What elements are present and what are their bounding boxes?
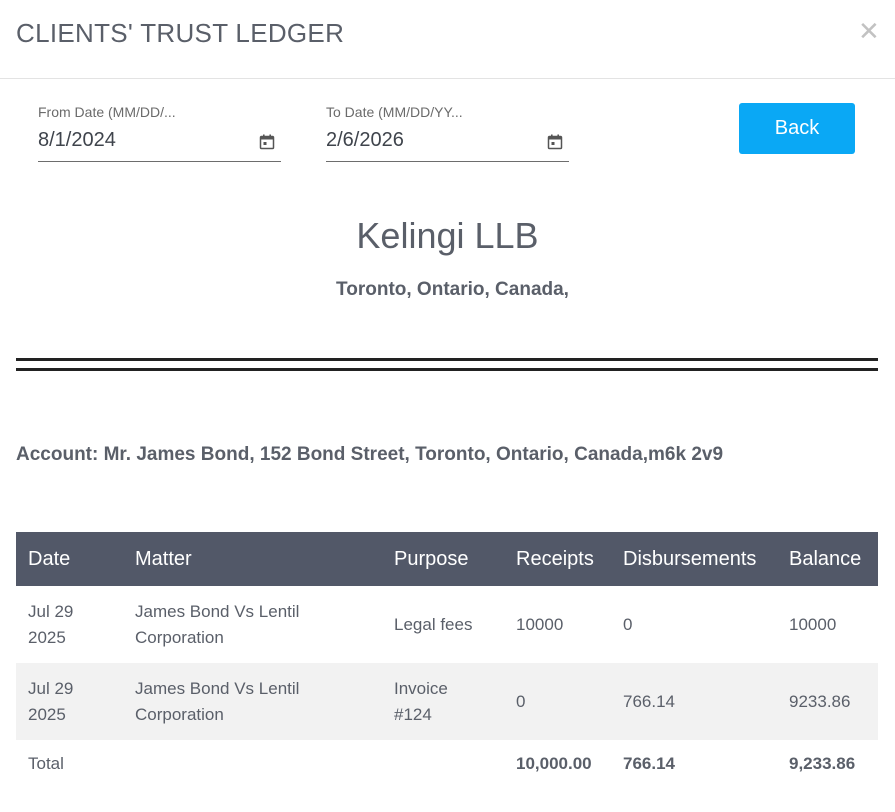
cell-balance: 9233.86	[789, 691, 851, 711]
table-row: Jul 29 2025 James Bond Vs Lentil Corpora…	[16, 663, 878, 740]
total-disbursements: 766.14	[623, 754, 675, 773]
cell-matter-line: Corporation	[135, 704, 224, 724]
column-header-disbursements[interactable]: Disbursements	[623, 547, 757, 570]
cell-matter: James Bond Vs Lentil Corporation	[123, 586, 382, 663]
cell-empty	[382, 740, 504, 788]
from-date-field[interactable]: From Date (MM/DD/... 8/1/2024	[38, 100, 281, 162]
calendar-icon[interactable]	[547, 134, 563, 150]
total-balance: 9,233.86	[789, 754, 856, 773]
account-line: Account: Mr. James Bond, 152 Bond Street…	[16, 444, 724, 465]
from-date-input[interactable]: 8/1/2024	[38, 129, 116, 151]
cell-date: Jul 29 2025	[16, 586, 123, 663]
dialog-header: CLIENTS' TRUST LEDGER ✕	[0, 0, 895, 79]
cell-purpose-line: Invoice	[394, 678, 448, 698]
ledger-table: Date Matter Purpose Receipts Disbursemen…	[16, 532, 878, 788]
firm-name: Kelingi LLB	[356, 215, 539, 256]
firm-address: Toronto, Ontario, Canada,	[336, 279, 569, 300]
back-button[interactable]: Back	[739, 103, 855, 154]
to-date-field[interactable]: To Date (MM/DD/YY... 2/6/2026	[326, 100, 569, 162]
cell-matter-line: Corporation	[135, 627, 224, 647]
total-receipts: 10,000.00	[516, 754, 592, 773]
cell-purpose: Legal fees	[382, 586, 504, 663]
cell-matter: James Bond Vs Lentil Corporation	[123, 663, 382, 740]
divider	[16, 358, 878, 361]
cell-empty	[123, 740, 382, 788]
cell-date: Jul 29 2025	[16, 663, 123, 740]
close-icon[interactable]: ✕	[858, 16, 880, 46]
column-header-date[interactable]: Date	[28, 547, 71, 570]
dialog-title: CLIENTS' TRUST LEDGER	[16, 18, 345, 48]
column-header-balance[interactable]: Balance	[789, 547, 862, 570]
cell-matter-line: James Bond Vs Lentil	[135, 678, 300, 698]
cell-balance: 10000	[789, 614, 837, 634]
total-label: Total	[28, 754, 64, 773]
cell-purpose-line: #124	[394, 704, 432, 724]
cell-receipts: 10000	[516, 614, 564, 634]
table-row: Jul 29 2025 James Bond Vs Lentil Corpora…	[16, 586, 878, 663]
table-total-row: Total 10,000.00 766.14 9,233.86	[16, 740, 878, 788]
cell-purpose: Invoice #124	[382, 663, 504, 740]
cell-matter-line: James Bond Vs Lentil	[135, 601, 300, 621]
calendar-icon[interactable]	[259, 134, 275, 150]
column-header-purpose[interactable]: Purpose	[394, 547, 469, 570]
column-header-matter[interactable]: Matter	[135, 547, 192, 570]
from-date-label: From Date (MM/DD/...	[38, 104, 176, 120]
table-header-row: Date Matter Purpose Receipts Disbursemen…	[16, 532, 878, 586]
column-header-receipts[interactable]: Receipts	[516, 547, 594, 570]
cell-purpose-line: Legal fees	[394, 614, 473, 634]
to-date-label: To Date (MM/DD/YY...	[326, 104, 463, 120]
cell-disbursements: 766.14	[623, 691, 675, 711]
cell-date-line: 2025	[28, 704, 66, 724]
cell-date-line: 2025	[28, 627, 66, 647]
cell-receipts: 0	[516, 691, 526, 711]
cell-date-line: Jul 29	[28, 601, 74, 621]
to-date-input[interactable]: 2/6/2026	[326, 129, 404, 151]
cell-date-line: Jul 29	[28, 678, 74, 698]
divider	[16, 368, 878, 371]
cell-disbursements: 0	[623, 614, 633, 634]
